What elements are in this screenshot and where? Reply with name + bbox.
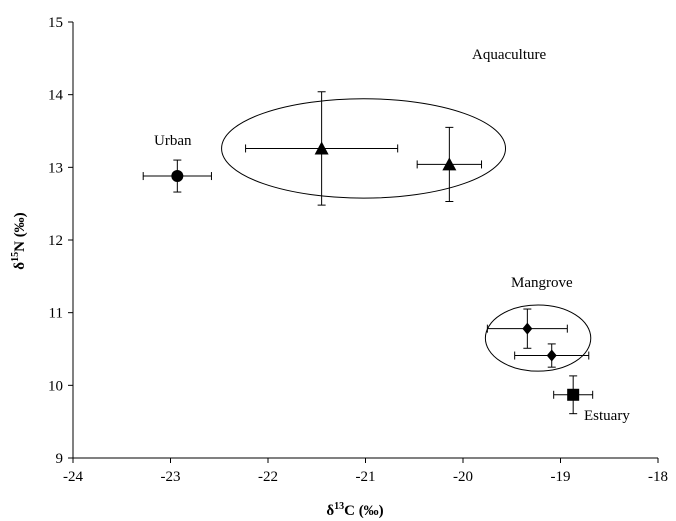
data-point-mangrove <box>486 308 568 349</box>
group-labels: Aquaculture Urban Mangrove Estuary <box>154 47 630 424</box>
data-points <box>142 91 594 415</box>
group-label-urban: Urban <box>154 133 192 149</box>
x-tick-label: -19 <box>551 469 571 485</box>
group-label-aquaculture: Aquaculture <box>472 47 546 63</box>
data-point-urban <box>142 159 212 193</box>
x-tick-label: -20 <box>453 469 473 485</box>
y-axis-title: δ15N (‰) <box>10 212 28 269</box>
triangle-marker <box>442 157 457 171</box>
data-point-aquaculture <box>416 126 483 202</box>
x-tick-label: -23 <box>161 469 181 485</box>
y-tick-label: 14 <box>48 88 64 104</box>
axes: 9 10 11 12 13 14 15 -24 -23 -22 -21 -20 -19 -18 <box>48 15 668 485</box>
y-tick-label: 9 <box>56 451 64 467</box>
data-point-mangrove <box>514 343 590 368</box>
data-point-aquaculture <box>245 91 399 206</box>
y-tick-label: 15 <box>48 15 63 31</box>
x-axis-title: δ13C (‰) <box>326 501 383 519</box>
group-ellipses <box>221 98 592 372</box>
y-tick-label: 11 <box>49 306 63 322</box>
y-tick-label: 10 <box>48 378 63 394</box>
diamond-marker <box>546 349 557 362</box>
x-tick-label: -18 <box>648 469 668 485</box>
triangle-marker <box>314 141 329 155</box>
x-tick-label: -21 <box>356 469 376 485</box>
x-tick-label: -22 <box>258 469 278 485</box>
y-tick-label: 12 <box>48 233 63 249</box>
square-marker <box>567 388 580 401</box>
diamond-marker <box>522 322 533 335</box>
y-tick-label: 13 <box>48 160 63 176</box>
mangrove-ellipse <box>484 304 592 372</box>
data-point-estuary <box>553 375 594 415</box>
x-tick-label: -24 <box>63 469 83 485</box>
circle-marker <box>171 170 184 183</box>
group-label-mangrove: Mangrove <box>511 275 573 291</box>
aquaculture-ellipse <box>221 98 507 199</box>
group-label-estuary: Estuary <box>584 408 630 424</box>
